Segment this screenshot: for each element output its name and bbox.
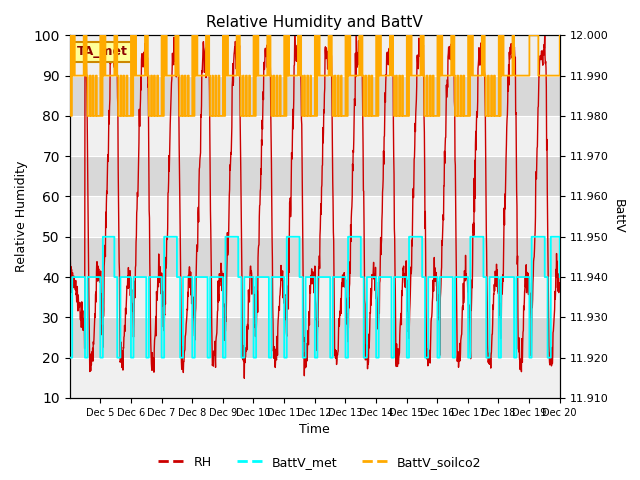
Bar (70, 116, 560, 156)
X-axis label: Time: Time (300, 423, 330, 436)
Legend: RH, BattV_met, BattV_soilco2: RH, BattV_met, BattV_soilco2 (154, 451, 486, 474)
Title: Relative Humidity and BattV: Relative Humidity and BattV (206, 15, 423, 30)
Bar (70, 237, 560, 277)
Text: TA_met: TA_met (77, 45, 128, 58)
Bar (70, 156, 560, 196)
Y-axis label: Relative Humidity: Relative Humidity (15, 161, 28, 272)
Bar (70, 277, 560, 317)
Y-axis label: BattV: BattV (612, 199, 625, 234)
Bar (70, 317, 560, 358)
Bar (70, 196, 560, 237)
Bar (70, 36, 560, 76)
Bar (70, 76, 560, 116)
Bar (70, 358, 560, 398)
